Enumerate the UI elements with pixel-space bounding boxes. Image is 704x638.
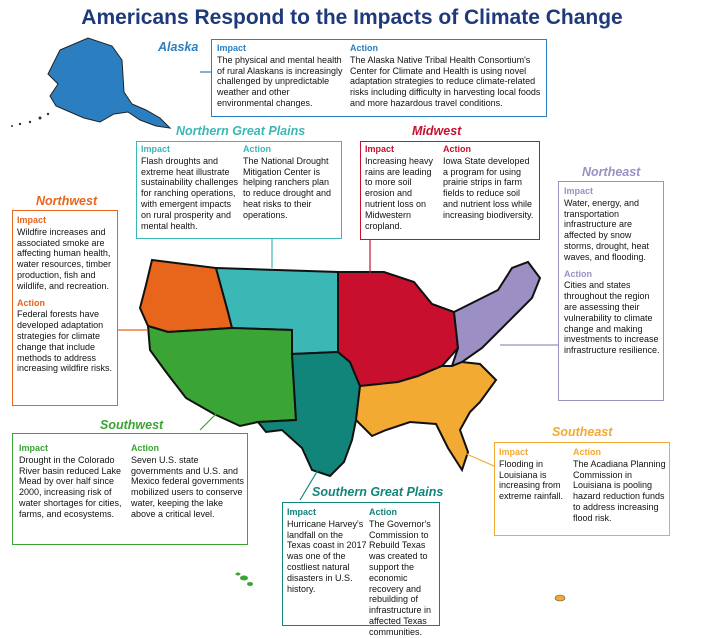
northeast-info-box: Impact Water, energy, and transportation…	[558, 181, 664, 401]
hawaii-map-region	[235, 572, 253, 586]
northwest-label: Northwest	[36, 194, 98, 208]
southeast-impact-heading: Impact	[499, 447, 529, 457]
alaska-impact-text: The physical and mental health of rural …	[217, 54, 343, 108]
puerto-rico-map-region	[554, 594, 566, 602]
northwest-info-box: Impact Wildfire increases and associated…	[12, 210, 118, 406]
alaska-info-box: Impact The physical and mental health of…	[211, 39, 547, 117]
northeast-action-text: Cities and states throughout the region …	[564, 280, 660, 356]
northwest-impact-heading: Impact	[17, 215, 47, 225]
alaska-action-text: The Alaska Native Tribal Health Consorti…	[350, 54, 541, 108]
northern-great-plains-info-box: Impact Flash droughts and extreme heat i…	[136, 141, 342, 239]
southeast-action-text: The Acadiana Planning Commission in Loui…	[573, 458, 666, 523]
northern-great-plains-action-heading: Action	[243, 144, 271, 154]
southwest-impact-text: Drought in the Colorado River basin redu…	[19, 454, 122, 519]
southwest-info-box: Impact Drought in the Colorado River bas…	[12, 433, 248, 545]
northeast-impact-text: Water, energy, and transportation infras…	[564, 197, 650, 262]
southeast-action-heading: Action	[573, 447, 601, 457]
southwest-map-region	[146, 324, 298, 428]
southern-great-plains-action-heading: Action	[369, 507, 397, 517]
alaska-impact-heading: Impact	[217, 43, 247, 53]
northwest-action-heading: Action	[17, 297, 45, 308]
southeast-impact-text: Flooding in Louisiana is increasing from…	[499, 458, 564, 502]
midwest-impact-text: Increasing heavy rains are leading to mo…	[365, 155, 434, 231]
northern-great-plains-action-text: The National Drought Mitigation Center i…	[243, 155, 332, 220]
southern-great-plains-impact-text: Hurricane Harvey's landfall on the Texas…	[287, 518, 367, 594]
page-title: Americans Respond to the Impacts of Clim…	[81, 6, 623, 29]
northern-great-plains-impact-heading: Impact	[141, 144, 171, 154]
northeast-label: Northeast	[582, 165, 641, 179]
southeast-info-box: Impact Flooding in Louisiana is increasi…	[494, 442, 670, 536]
southwest-impact-heading: Impact	[19, 443, 49, 453]
alaska-action-heading: Action	[350, 43, 378, 53]
northeast-impact-heading: Impact	[564, 186, 594, 196]
midwest-action-text: Iowa State developed a program for using…	[443, 155, 534, 220]
southwest-action-heading: Action	[131, 443, 159, 453]
alaska-label: Alaska	[158, 40, 199, 54]
southeast-label: Southeast	[552, 425, 613, 439]
southern-great-plains-action-text: The Governor's Commission to Rebuild Tex…	[369, 518, 432, 637]
northern-great-plains-impact-text: Flash droughts and extreme heat illustra…	[141, 155, 239, 231]
midwest-label: Midwest	[412, 124, 462, 138]
southern-great-plains-label: Southern Great Plains	[312, 485, 444, 499]
midwest-impact-heading: Impact	[365, 144, 395, 154]
southwest-label: Southwest	[100, 418, 164, 432]
northeast-action-heading: Action	[564, 268, 592, 279]
northeast-map-region	[450, 260, 542, 368]
southern-great-plains-impact-heading: Impact	[287, 507, 317, 517]
southern-great-plains-info-box: Impact Hurricane Harvey's landfall on th…	[282, 502, 440, 637]
southwest-action-text: Seven U.S. state governments and U.S. an…	[131, 454, 245, 519]
northwest-action-text: Federal forests have developed adaptatio…	[17, 309, 113, 374]
midwest-info-box: Impact Increasing heavy rains are leadin…	[360, 141, 540, 240]
northwest-impact-text: Wildfire increases and associated smoke …	[17, 226, 112, 291]
midwest-action-heading: Action	[443, 144, 471, 154]
southeast-map-region	[354, 360, 498, 473]
alaska-map-region	[11, 37, 172, 129]
northern-great-plains-label: Northern Great Plains	[176, 124, 306, 138]
